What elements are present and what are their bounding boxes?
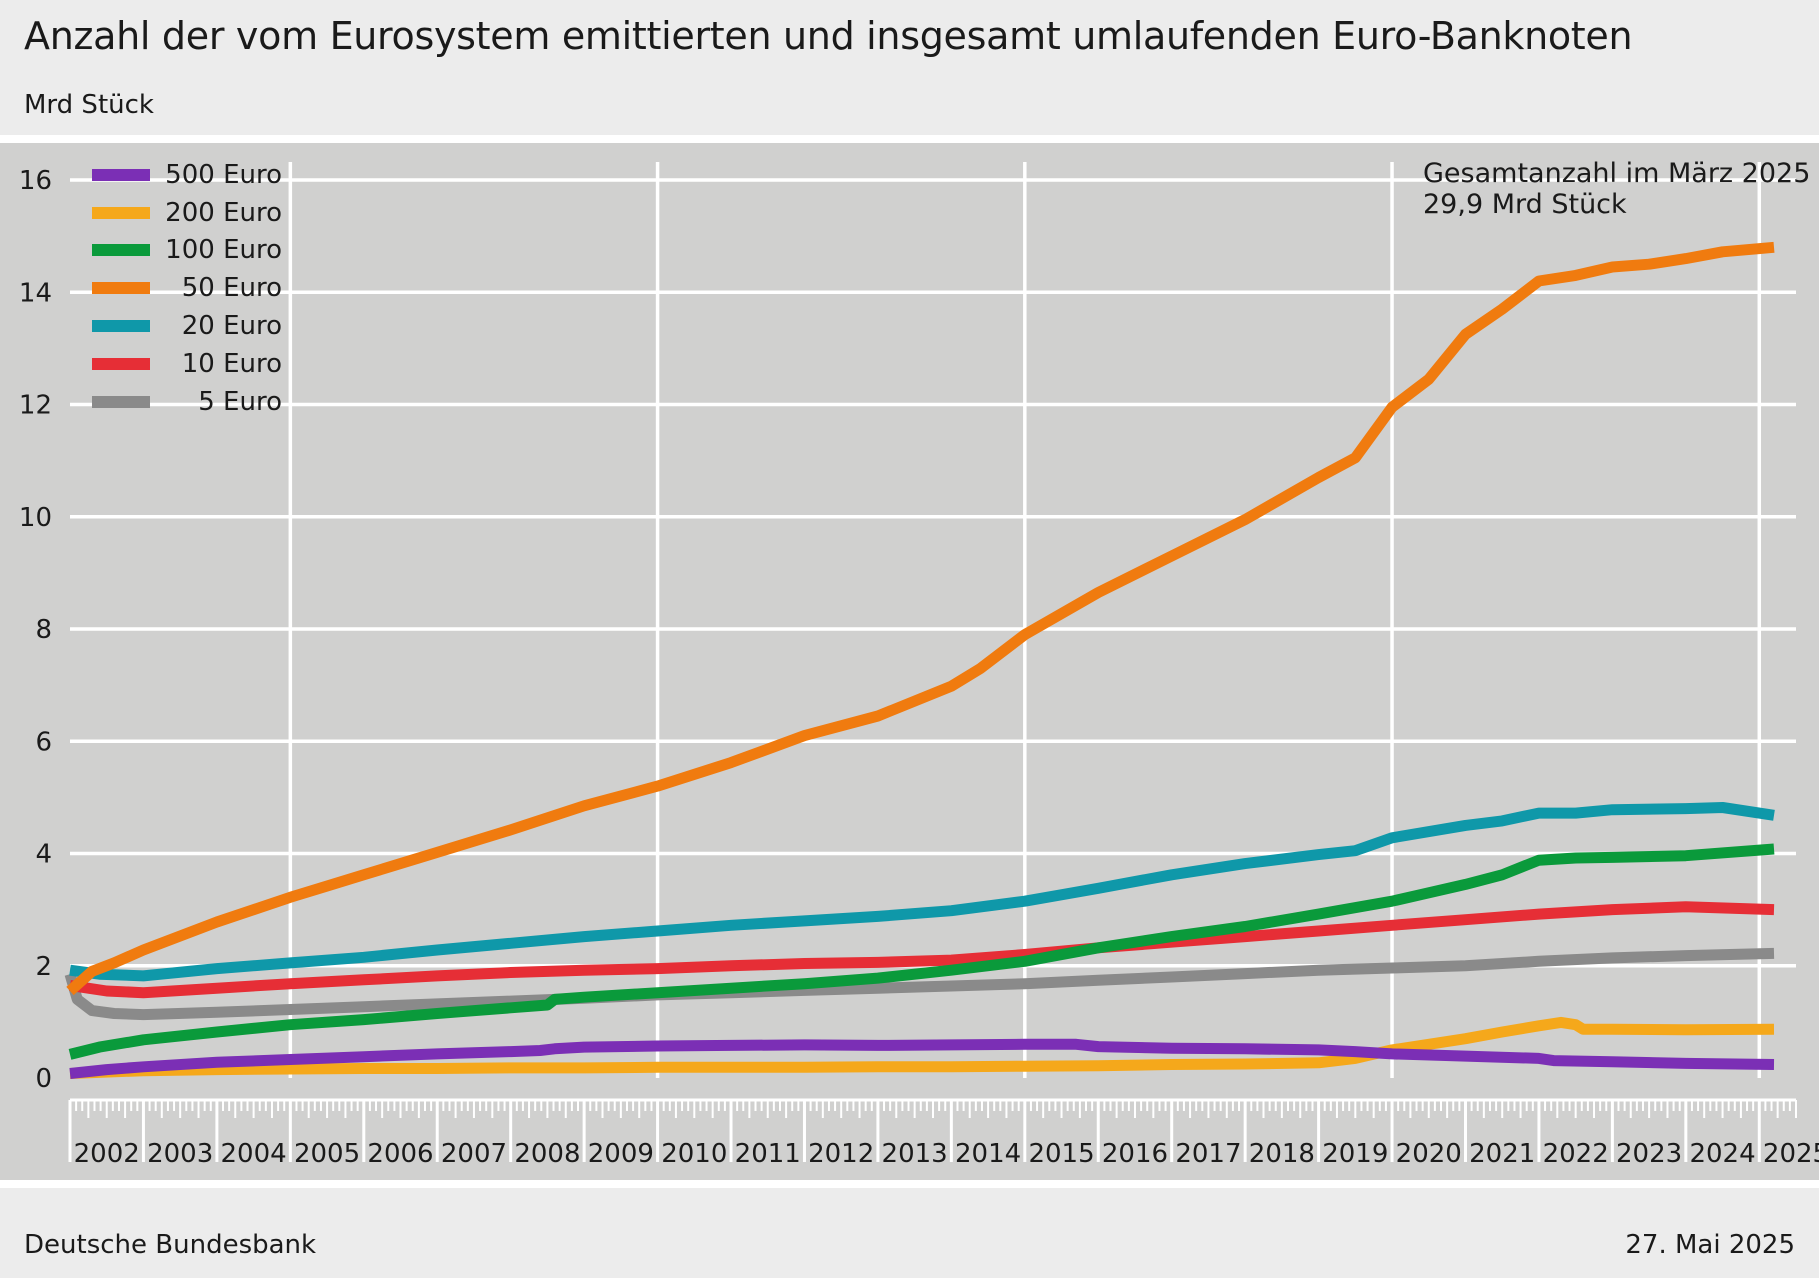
y-tick-label: 12 <box>19 391 52 421</box>
legend-label: 50 Euro <box>181 273 282 304</box>
legend-swatch <box>92 244 150 257</box>
legend-item: 50 Euro <box>92 269 282 307</box>
y-tick-labels: 0 2 4 6 8 10 12 14 16 <box>19 166 52 1094</box>
source-label: Deutsche Bundesbank <box>24 1230 317 1260</box>
y-tick-label: 4 <box>35 840 52 870</box>
legend-item: 20 Euro <box>92 307 282 345</box>
series-lines <box>64 241 1775 1079</box>
x-tick-label: 2006 <box>367 1139 433 1169</box>
x-tick-label: 2018 <box>1249 1139 1315 1169</box>
x-tick-label: 2015 <box>1028 1139 1094 1169</box>
legend-label: 20 Euro <box>181 311 282 342</box>
x-tick-label: 2010 <box>661 1139 727 1169</box>
x-tick-label: 2011 <box>735 1139 801 1169</box>
x-tick-label: 2022 <box>1543 1139 1609 1169</box>
x-tick-label: 2005 <box>294 1139 360 1169</box>
x-tick-label: 2024 <box>1689 1139 1755 1169</box>
x-tick-label: 2019 <box>1322 1139 1388 1169</box>
legend-label: 100 Euro <box>165 235 282 266</box>
chart-unit-label: Mrd Stück <box>24 90 154 120</box>
x-tick-label: 2025 <box>1763 1139 1819 1169</box>
legend-swatch <box>92 282 150 295</box>
legend-item: 200 Euro <box>92 194 282 232</box>
series-line-500-euro <box>69 1038 1775 1079</box>
x-tick-label: 2021 <box>1469 1139 1535 1169</box>
y-tick-label: 10 <box>19 503 52 533</box>
series-line-200-euro <box>69 1016 1775 1079</box>
x-tick-label: 2004 <box>221 1139 287 1169</box>
legend-item: 10 Euro <box>92 345 282 383</box>
total-annotation-line1: Gesamtanzahl im März 2025 <box>1423 158 1811 189</box>
y-tick-label: 8 <box>35 615 52 645</box>
series-line-10-euro <box>69 901 1775 999</box>
x-tick-label: 2003 <box>147 1139 213 1169</box>
legend-label: 500 Euro <box>165 159 282 190</box>
total-annotation-line2: 29,9 Mrd Stück <box>1423 189 1627 220</box>
grid-horizontal <box>70 178 1796 968</box>
x-tick-label: 2012 <box>808 1139 874 1169</box>
y-tick-label: 6 <box>35 727 52 757</box>
x-tick-label: 2017 <box>1175 1139 1241 1169</box>
legend-label: 10 Euro <box>181 348 282 379</box>
legend-item: 5 Euro <box>92 383 282 421</box>
legend-swatch <box>92 357 150 370</box>
legend-swatch <box>92 320 150 333</box>
y-tick-label: 14 <box>19 278 52 308</box>
x-tick-label: 2014 <box>955 1139 1021 1169</box>
separator-bottom <box>0 1180 1819 1188</box>
legend-label: 5 Euro <box>198 386 282 417</box>
series-line-100-euro <box>68 843 1775 1060</box>
legend-swatch <box>92 168 150 181</box>
x-tick-label: 2009 <box>588 1139 654 1169</box>
separator-top <box>0 135 1819 143</box>
legend: 500 Euro 200 Euro 100 Euro 50 Euro 20 Euro 10… <box>92 156 282 421</box>
series-line-5-euro <box>64 947 1775 1021</box>
legend-item: 100 Euro <box>92 232 282 270</box>
legend-swatch <box>92 395 150 408</box>
y-tick-label: 16 <box>19 166 52 196</box>
series-line-50-euro <box>66 241 1775 996</box>
legend-label: 200 Euro <box>165 197 282 228</box>
series-line-20-euro <box>69 802 1775 982</box>
legend-swatch <box>92 206 150 219</box>
x-tick-label: 2023 <box>1616 1139 1682 1169</box>
y-tick-label: 2 <box>35 952 52 982</box>
y-tick-label: 0 <box>35 1064 52 1094</box>
x-tick-label: 2020 <box>1396 1139 1462 1169</box>
x-tick-label: 2016 <box>1102 1139 1168 1169</box>
x-tick-label: 2007 <box>441 1139 507 1169</box>
total-annotation: Gesamtanzahl im März 2025 29,9 Mrd Stück <box>1423 158 1810 220</box>
x-tick-label: 2008 <box>514 1139 580 1169</box>
chart-title: Anzahl der vom Eurosystem emittierten un… <box>24 14 1633 58</box>
date-label: 27. Mai 2025 <box>1625 1230 1795 1260</box>
x-tick-label: 2013 <box>882 1139 948 1169</box>
x-axis: 2002 2003 2004 2005 2006 2007 2008 2009 2010 2011… <box>68 1098 1819 1169</box>
legend-item: 500 Euro <box>92 156 282 194</box>
x-tick-label: 2002 <box>74 1139 140 1169</box>
